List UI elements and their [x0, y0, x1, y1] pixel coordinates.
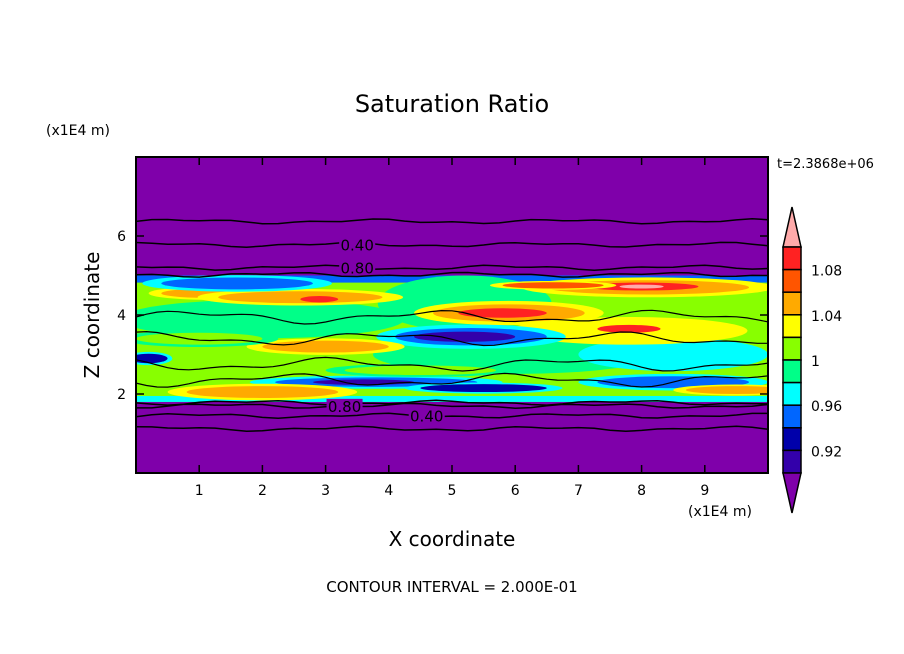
colorbar-label: 0.96 [811, 399, 842, 415]
colorbar-bin [782, 291, 802, 316]
y-tick-label: 4 [117, 308, 126, 324]
colorbar-bin [782, 427, 802, 452]
y-tick-label: 2 [117, 387, 126, 403]
field-feature [218, 291, 383, 304]
field-feature [344, 365, 497, 376]
colorbar-label: 1 [811, 354, 820, 370]
x-unit-label: (x1E4 m) [688, 504, 752, 520]
contour-line [136, 412, 768, 419]
colorbar-label: 0.92 [811, 444, 842, 460]
y-unit-label: (x1E4 m) [46, 123, 110, 139]
contour-line [136, 218, 768, 225]
field-feature [136, 353, 168, 364]
x-tick-label: 3 [321, 483, 330, 499]
field-feature [300, 296, 339, 303]
colorbar-bin [782, 449, 802, 474]
contour-line-1.00 [136, 372, 768, 388]
colorbar-label: 1.08 [811, 264, 842, 280]
moist-layer-bottom-edge [136, 395, 768, 402]
colorbar-max-extension [782, 206, 802, 248]
contour-line [136, 271, 768, 278]
field-feature [619, 284, 664, 289]
colorbar: 1.08 1.04 1 0.96 0.92 [782, 206, 842, 514]
contour-line-1.00 [136, 356, 768, 372]
x-tick-label: 7 [574, 483, 583, 499]
field-feature [458, 308, 547, 318]
x-tick-label: 6 [511, 483, 520, 499]
time-label: t=2.3868e+06 [777, 157, 874, 172]
colorbar-bin [782, 246, 802, 271]
colorbar-min-extension [782, 472, 802, 514]
colorbar-bin [782, 268, 802, 293]
field-feature [148, 305, 377, 333]
field-feature [414, 331, 516, 342]
x-tick-label: 9 [700, 483, 709, 499]
contour-line [136, 425, 768, 433]
x-tick-label: 1 [195, 483, 204, 499]
contour-line-1.00 [136, 309, 768, 325]
contour-line-1.00 [136, 330, 768, 347]
chart-title: Saturation Ratio [355, 90, 549, 118]
colorbar-bin [782, 336, 802, 361]
contour-label-bg [339, 237, 376, 252]
plot-area: 0.40 0.80 0.80 0.40 [135, 156, 769, 474]
contour-line [136, 241, 768, 248]
field-feature [597, 324, 661, 333]
contour-line [136, 399, 768, 406]
y-tick-label: 6 [117, 229, 126, 245]
contour-label-bg [326, 398, 363, 413]
field-feature [502, 282, 604, 289]
field-feature [161, 277, 313, 290]
field-feature [136, 332, 263, 345]
x-tick-label: 5 [448, 483, 457, 499]
colorbar-label: 1.04 [811, 309, 842, 325]
contour-label: 0.80 [328, 398, 361, 416]
field-feature [685, 386, 768, 394]
x-tick-label: 2 [258, 483, 267, 499]
field-feature [597, 342, 750, 367]
x-tick-label: 8 [637, 483, 646, 499]
contour-line [136, 402, 768, 409]
contour-label-bg [408, 408, 445, 423]
contour-label: 0.80 [340, 260, 373, 278]
contour-label-bg [339, 260, 376, 275]
contour-label: 0.40 [340, 237, 373, 255]
contour-interval-footer: CONTOUR INTERVAL = 2.000E-01 [326, 578, 577, 596]
colorbar-bin [782, 381, 802, 406]
x-tick-label: 4 [384, 483, 393, 499]
field-feature [262, 340, 389, 353]
y-axis-label: Z coordinate [80, 252, 104, 379]
contour-label: 0.40 [410, 408, 443, 426]
contour-line [136, 264, 768, 271]
colorbar-bin [782, 314, 802, 339]
colorbar-bin [782, 359, 802, 384]
colorbar-bin [782, 404, 802, 429]
field-feature [420, 384, 547, 393]
x-axis-label: X coordinate [389, 527, 516, 551]
field-feature [186, 386, 339, 398]
